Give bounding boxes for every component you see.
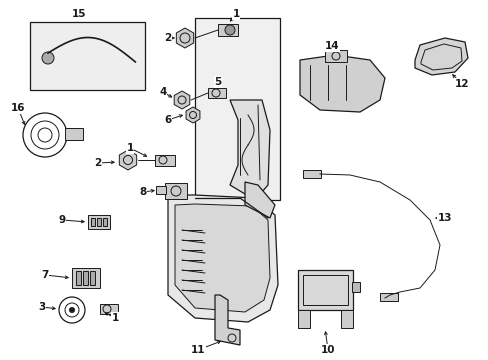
Circle shape — [224, 25, 235, 35]
Bar — [303, 275, 347, 305]
Bar — [155, 155, 175, 166]
Bar — [91, 218, 95, 226]
Polygon shape — [168, 195, 278, 322]
Text: 1: 1 — [111, 313, 119, 323]
Bar — [340, 310, 352, 328]
Text: 12: 12 — [454, 79, 468, 89]
Bar — [297, 310, 309, 328]
Bar — [100, 304, 118, 314]
Bar — [303, 170, 320, 178]
Bar — [65, 128, 83, 140]
Bar — [97, 218, 101, 226]
Text: 1: 1 — [232, 9, 239, 19]
Text: 10: 10 — [320, 345, 335, 355]
Polygon shape — [195, 18, 280, 200]
Polygon shape — [176, 28, 193, 48]
Bar — [218, 24, 238, 36]
Polygon shape — [119, 150, 136, 170]
Bar — [83, 271, 88, 285]
Text: 5: 5 — [214, 77, 221, 87]
Polygon shape — [175, 204, 269, 312]
Text: 2: 2 — [94, 158, 102, 168]
Bar — [30, 22, 145, 90]
Bar — [297, 270, 352, 310]
Polygon shape — [215, 295, 240, 345]
Polygon shape — [414, 38, 467, 75]
Text: 4: 4 — [159, 87, 166, 97]
Text: 7: 7 — [41, 270, 49, 280]
Polygon shape — [299, 55, 384, 112]
Text: 1: 1 — [126, 143, 133, 153]
Bar — [156, 186, 165, 194]
Bar — [379, 293, 397, 301]
Text: 6: 6 — [164, 115, 171, 125]
Bar — [207, 88, 225, 98]
Bar — [72, 268, 100, 288]
Circle shape — [69, 307, 74, 312]
Text: 2: 2 — [164, 33, 171, 43]
Polygon shape — [174, 91, 189, 109]
Polygon shape — [229, 100, 269, 200]
Text: 11: 11 — [190, 345, 205, 355]
Text: 9: 9 — [59, 215, 65, 225]
Bar — [103, 218, 107, 226]
Text: 14: 14 — [324, 41, 339, 51]
Bar — [351, 282, 359, 292]
Polygon shape — [244, 182, 274, 218]
Text: 16: 16 — [11, 103, 25, 113]
Bar — [325, 50, 346, 62]
Bar — [76, 271, 81, 285]
Bar — [90, 271, 95, 285]
Text: 15: 15 — [72, 9, 86, 19]
Bar — [164, 183, 186, 199]
Circle shape — [42, 52, 54, 64]
Text: 13: 13 — [437, 213, 451, 223]
Text: 3: 3 — [38, 302, 45, 312]
Polygon shape — [186, 107, 200, 123]
Bar — [88, 215, 110, 229]
Text: 8: 8 — [139, 187, 146, 197]
